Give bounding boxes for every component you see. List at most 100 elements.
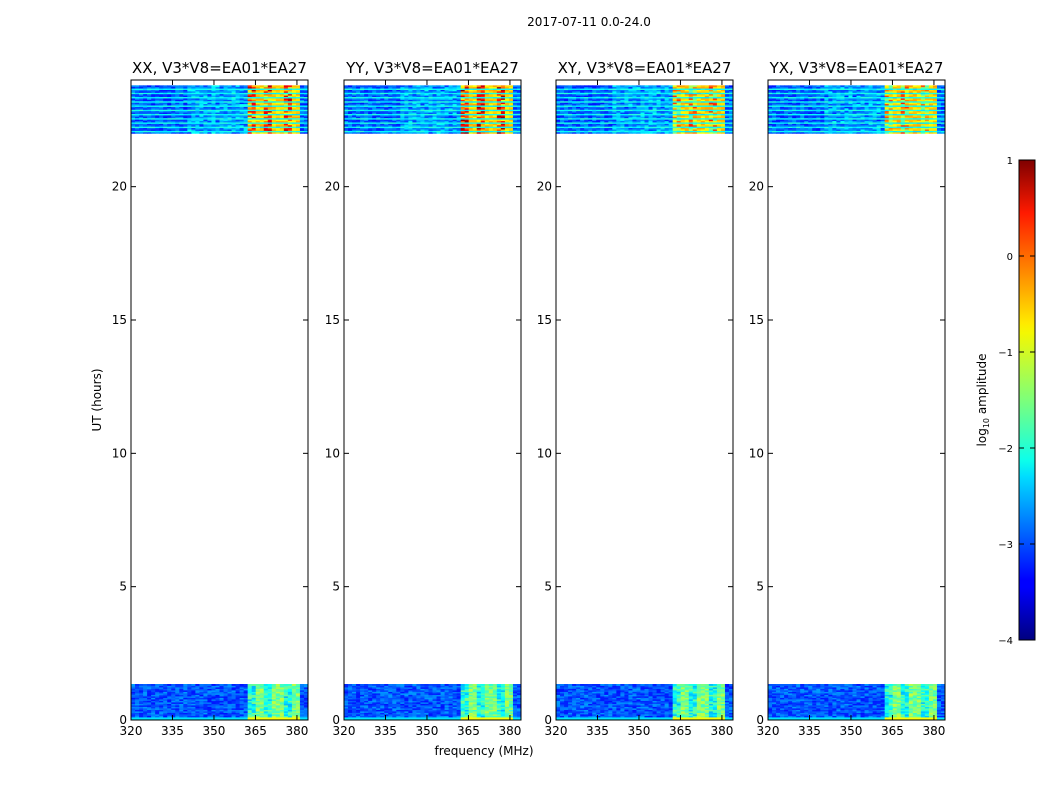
heatmap-cell bbox=[364, 700, 369, 703]
heatmap-cell bbox=[259, 100, 265, 103]
heatmap-cell bbox=[223, 89, 228, 92]
heatmap-cell bbox=[376, 717, 381, 719]
heatmap-cell bbox=[460, 712, 466, 715]
heatmap-cell bbox=[235, 95, 241, 98]
heatmap-cell bbox=[219, 700, 224, 703]
heatmap-cell bbox=[500, 702, 506, 704]
heatmap-cell bbox=[303, 708, 309, 710]
heatmap-cell bbox=[468, 711, 474, 713]
heatmap-cell bbox=[512, 699, 518, 701]
heatmap-cell bbox=[223, 123, 228, 126]
heatmap-cell bbox=[508, 711, 514, 713]
heatmap-cell bbox=[223, 116, 228, 119]
heatmap-cell bbox=[295, 106, 301, 109]
heatmap-cell bbox=[291, 708, 297, 710]
heatmap-cell bbox=[287, 691, 293, 694]
heatmap-cell bbox=[175, 126, 180, 129]
heatmap-cell bbox=[420, 697, 425, 700]
heatmap-cell bbox=[159, 96, 164, 99]
heatmap-cell bbox=[147, 694, 152, 697]
heatmap-cell bbox=[516, 711, 522, 713]
heatmap-cell bbox=[163, 691, 168, 694]
heatmap-cell bbox=[424, 712, 429, 715]
heatmap-cell bbox=[183, 122, 188, 124]
heatmap-cell bbox=[147, 703, 152, 706]
heatmap-cell bbox=[500, 697, 506, 700]
heatmap-cell bbox=[484, 715, 490, 718]
heatmap-cell bbox=[235, 90, 241, 93]
heatmap-cell bbox=[303, 102, 309, 105]
heatmap-cell bbox=[167, 113, 172, 116]
heatmap-cell bbox=[287, 122, 293, 124]
heatmap-cell bbox=[460, 700, 466, 703]
heatmap-cell bbox=[203, 685, 208, 688]
heatmap-cell bbox=[131, 105, 136, 107]
heatmap-cell bbox=[287, 105, 293, 107]
heatmap-cell bbox=[219, 684, 224, 686]
heatmap-cell bbox=[376, 694, 381, 697]
heatmap-cell bbox=[356, 717, 361, 719]
heatmap-cell bbox=[275, 717, 281, 719]
heatmap-cell bbox=[400, 697, 405, 700]
heatmap-cell bbox=[352, 703, 357, 706]
heatmap-cell bbox=[380, 711, 385, 713]
heatmap-cell bbox=[179, 703, 184, 706]
heatmap-cell bbox=[151, 697, 156, 700]
heatmap-cell bbox=[291, 705, 297, 707]
heatmap-cell bbox=[279, 714, 285, 716]
heatmap-cell bbox=[271, 708, 277, 710]
heatmap-cell bbox=[155, 98, 160, 100]
heatmap-cell bbox=[344, 712, 349, 715]
heatmap-cell bbox=[167, 714, 172, 716]
heatmap-cell bbox=[195, 103, 200, 106]
heatmap-cell bbox=[255, 129, 261, 131]
heatmap-cell bbox=[151, 88, 156, 90]
heatmap-cell bbox=[388, 687, 393, 689]
heatmap-cell bbox=[235, 123, 241, 126]
heatmap-cell bbox=[231, 127, 236, 130]
heatmap-cell bbox=[468, 709, 474, 712]
heatmap-cell bbox=[492, 703, 498, 706]
heatmap-cell bbox=[464, 702, 470, 704]
heatmap-cell bbox=[143, 93, 148, 96]
heatmap-cell bbox=[416, 708, 421, 710]
heatmap-cell bbox=[191, 106, 196, 109]
heatmap-cell bbox=[183, 116, 188, 119]
heatmap-cell bbox=[412, 687, 417, 689]
heatmap-cell bbox=[440, 687, 445, 689]
heatmap-cell bbox=[476, 130, 482, 133]
heatmap-cell bbox=[275, 699, 281, 701]
heatmap-cell bbox=[352, 696, 357, 698]
heatmap-cell bbox=[396, 685, 401, 688]
heatmap-cell bbox=[143, 688, 148, 691]
heatmap-cell bbox=[287, 100, 293, 103]
heatmap-cell bbox=[420, 706, 425, 709]
heatmap-cell bbox=[436, 705, 441, 707]
heatmap-cell bbox=[167, 130, 172, 133]
heatmap-cell bbox=[199, 129, 204, 131]
heatmap-cell bbox=[476, 712, 482, 715]
heatmap-cell bbox=[203, 687, 208, 689]
heatmap-cell bbox=[295, 90, 301, 93]
heatmap-cell bbox=[195, 711, 200, 713]
heatmap-cell bbox=[251, 96, 257, 99]
heatmap-cell bbox=[219, 100, 224, 103]
heatmap-cell bbox=[147, 709, 152, 712]
heatmap-cell bbox=[283, 90, 289, 93]
heatmap-cell bbox=[151, 110, 156, 113]
heatmap-cell bbox=[211, 93, 216, 96]
heatmap-cell bbox=[287, 89, 293, 92]
heatmap-cell bbox=[452, 712, 458, 715]
heatmap-cell bbox=[175, 708, 180, 710]
heatmap-cell bbox=[147, 717, 152, 719]
heatmap-cell bbox=[131, 714, 136, 716]
heatmap-cell bbox=[135, 718, 140, 721]
heatmap-cell bbox=[199, 697, 204, 700]
heatmap-cell bbox=[428, 708, 433, 710]
heatmap-cell bbox=[432, 703, 437, 706]
heatmap-cell bbox=[207, 691, 212, 694]
heatmap-cell bbox=[492, 718, 498, 721]
heatmap-cell bbox=[356, 708, 361, 710]
heatmap-cell bbox=[416, 129, 421, 131]
heatmap-cell bbox=[247, 685, 253, 688]
